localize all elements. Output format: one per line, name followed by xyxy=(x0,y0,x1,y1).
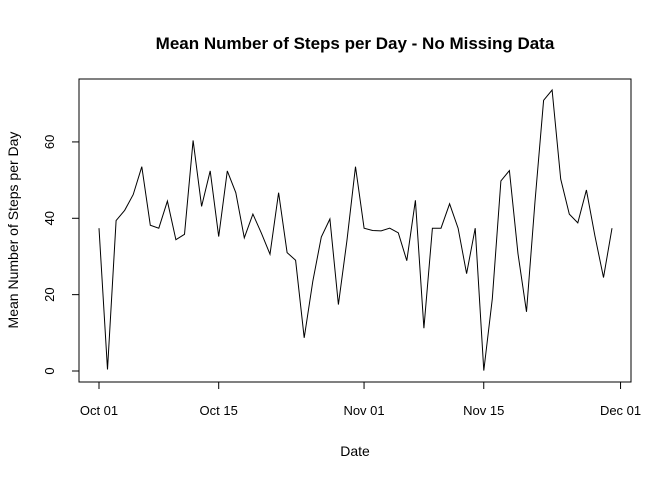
y-tick-label: 40 xyxy=(42,211,57,225)
x-axis: Oct 01 Oct 15 Nov 01 Nov 15 Dec 01 xyxy=(80,381,641,418)
y-tick-label: 60 xyxy=(42,135,57,149)
y-tick-label: 0 xyxy=(42,367,57,374)
x-tick-label: Oct 15 xyxy=(200,403,238,418)
y-axis: 0 20 40 60 xyxy=(42,135,80,375)
y-axis-label: Mean Number of Steps per Day xyxy=(5,132,21,329)
y-tick-label: 20 xyxy=(42,287,57,301)
x-tick-label: Oct 01 xyxy=(80,403,118,418)
series-line xyxy=(98,88,613,371)
plot-frame xyxy=(78,78,632,383)
plot-layer xyxy=(98,88,613,371)
x-tick-label: Dec 01 xyxy=(600,403,641,418)
x-tick-label: Nov 01 xyxy=(343,403,384,418)
x-tick-label: Nov 15 xyxy=(463,403,504,418)
chart-title: Mean Number of Steps per Day - No Missin… xyxy=(156,34,555,53)
x-axis-label: Date xyxy=(340,443,370,459)
